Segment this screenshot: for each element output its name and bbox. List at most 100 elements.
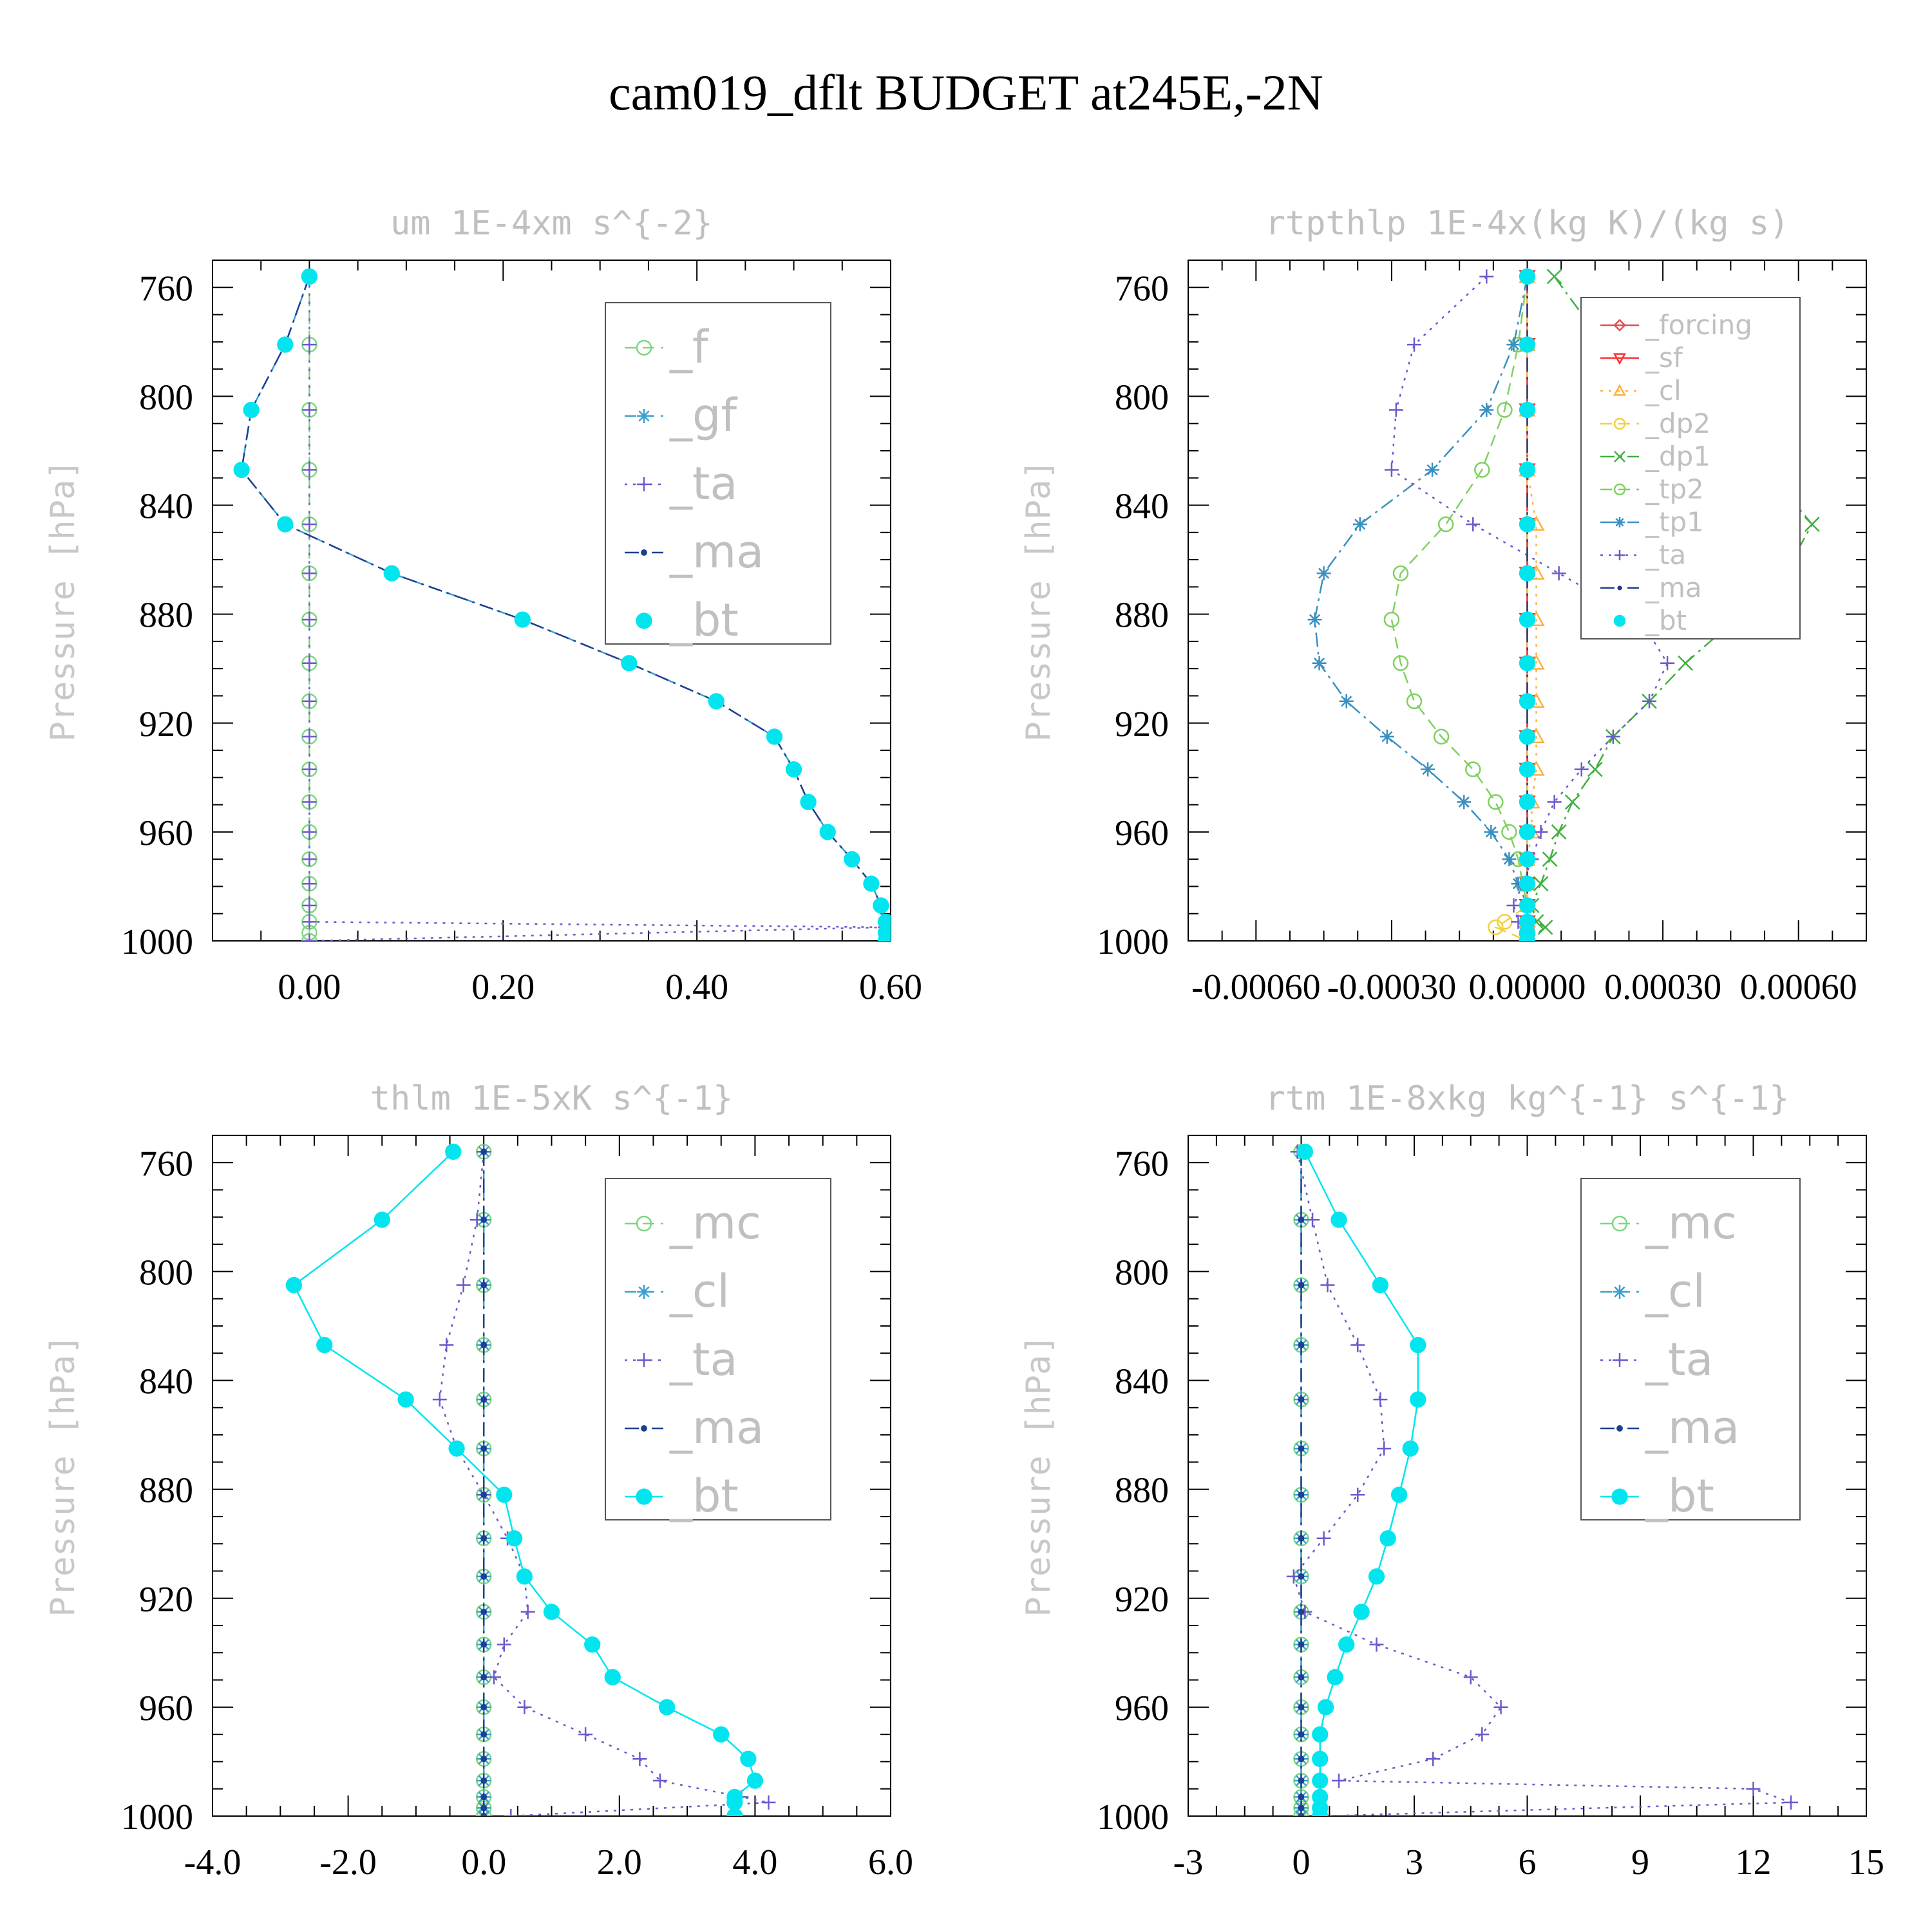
legend-marker xyxy=(637,1285,651,1299)
data-point-dp1 xyxy=(1564,794,1580,810)
data-point-ta xyxy=(302,566,317,581)
data-point-bt xyxy=(1519,824,1536,840)
x-tick-label: -0.00060 xyxy=(1191,967,1321,1007)
data-point-bt xyxy=(844,851,860,867)
legend-marker xyxy=(637,477,651,491)
data-point-bt xyxy=(1519,401,1536,419)
legend-label: _cl xyxy=(1645,1265,1705,1318)
data-point-dp2 xyxy=(1488,919,1504,936)
data-point-ma xyxy=(480,1641,488,1648)
y-tick-label: 760 xyxy=(139,269,193,308)
panel-2: rtpthlp 1E-4x(kg K)/(kg s) Pressure [hPa]… xyxy=(1019,204,1867,1007)
data-point-bt xyxy=(1331,1211,1347,1228)
data-point-ta xyxy=(1316,1531,1331,1546)
data-point-ta xyxy=(302,729,317,744)
y-axis-label: Pressure [hPa] xyxy=(44,1334,82,1616)
data-point-bt xyxy=(1296,1143,1313,1160)
data-point-bt xyxy=(1519,268,1536,285)
data-point-bt xyxy=(713,1726,730,1743)
x-tick-label: 0.40 xyxy=(665,967,728,1007)
y-tick-label: 840 xyxy=(139,1362,193,1402)
y-tick-label: 760 xyxy=(1115,1144,1169,1184)
x-tick-label: 0 xyxy=(1293,1842,1311,1882)
data-point-ta xyxy=(302,337,317,352)
data-point-ma xyxy=(480,1396,488,1403)
data-point-ma xyxy=(480,1282,488,1289)
data-point-bt xyxy=(506,1530,523,1547)
data-point-ta xyxy=(517,1700,532,1714)
data-point-bt xyxy=(1402,1440,1419,1457)
legend: _f _gf _ta _ma _bt xyxy=(605,302,831,647)
x-tick-label: 0.0 xyxy=(461,1842,506,1882)
legend-marker xyxy=(636,1215,652,1232)
data-point-ma xyxy=(1298,1282,1305,1289)
data-point-bt xyxy=(243,401,260,419)
legend-marker xyxy=(1615,550,1625,560)
data-point-tp1 xyxy=(1425,462,1440,477)
data-point-ta xyxy=(652,1774,667,1788)
data-point-ma xyxy=(480,1674,488,1681)
y-tick-label: 960 xyxy=(139,1689,193,1728)
y-tick-label: 920 xyxy=(139,1580,193,1620)
data-point-ta xyxy=(761,1795,776,1810)
legend-marker xyxy=(1613,614,1626,627)
data-point-bt xyxy=(1353,1604,1370,1620)
x-tick-label: 0.00 xyxy=(278,967,341,1007)
legend-label: _bt xyxy=(1645,1470,1714,1522)
data-point-bt xyxy=(877,933,891,941)
data-point-dp1 xyxy=(1546,269,1562,285)
data-point-ta xyxy=(1305,1213,1320,1227)
y-tick-label: 840 xyxy=(139,487,193,527)
data-point-ma xyxy=(1298,1756,1305,1763)
data-point-tp2 xyxy=(1392,655,1409,671)
figure-title: cam019_dflt BUDGET at245E,-2N xyxy=(609,64,1323,120)
data-point-tp1 xyxy=(1312,656,1327,670)
y-tick-label: 880 xyxy=(1115,596,1169,636)
y-tick-label: 960 xyxy=(1115,1689,1169,1728)
x-tick-label: -2.0 xyxy=(319,1842,377,1882)
y-tick-label: 880 xyxy=(1115,1471,1169,1511)
data-point-ma xyxy=(1298,1535,1305,1542)
legend-label: _mc xyxy=(669,1197,761,1249)
legend-box xyxy=(1580,1178,1801,1520)
data-point-bt xyxy=(277,516,294,533)
data-point-bt xyxy=(1519,761,1536,778)
y-tick-label: 1000 xyxy=(1097,1797,1169,1837)
legend-marker xyxy=(1613,417,1626,430)
legend-marker xyxy=(1614,451,1625,462)
data-point-ma xyxy=(480,1535,488,1542)
data-point-bt xyxy=(496,1486,513,1503)
data-point-tp2 xyxy=(1465,761,1481,777)
data-point-ta xyxy=(1377,1441,1392,1456)
x-tick-label: 4.0 xyxy=(732,1842,777,1882)
series-line-tp1 xyxy=(1314,276,1528,941)
data-point-bt xyxy=(285,1276,303,1294)
legend-marker xyxy=(636,612,652,629)
y-tick-label: 840 xyxy=(1115,1362,1169,1402)
legend-marker xyxy=(1616,1425,1623,1432)
data-point-ta xyxy=(1547,795,1562,810)
x-tick-label: 2.0 xyxy=(597,1842,642,1882)
data-point-ta xyxy=(1660,656,1675,670)
data-point-ta xyxy=(1463,1670,1478,1685)
data-point-ta xyxy=(1407,337,1421,352)
data-point-ta xyxy=(1551,566,1566,581)
data-point-ta xyxy=(1350,1338,1365,1352)
panel-3: thlm 1E-5xK s^{-1} Pressure [hPa] 760 800 84… xyxy=(44,1079,913,1882)
data-point-ma xyxy=(1298,1804,1305,1812)
data-point-bt xyxy=(726,1808,743,1816)
panel-1: um 1E-4xm s^{-2} Pressure [hPa] 760 800 840 8… xyxy=(44,204,922,1007)
data-point-bt xyxy=(1372,1276,1389,1294)
data-point-ta xyxy=(1506,898,1521,913)
data-point-ta xyxy=(1574,762,1589,777)
data-point-bt xyxy=(543,1604,560,1620)
x-tick-label: -4.0 xyxy=(184,1842,242,1882)
data-point-bt xyxy=(766,728,783,745)
x-tick-label: 3 xyxy=(1405,1842,1423,1882)
data-point-tp2 xyxy=(1433,728,1450,745)
data-point-bt xyxy=(1519,461,1536,478)
data-point-ma xyxy=(1298,1674,1305,1681)
data-point-ta xyxy=(1605,729,1620,744)
data-point-bt xyxy=(1519,655,1536,672)
legend-box xyxy=(605,302,831,645)
